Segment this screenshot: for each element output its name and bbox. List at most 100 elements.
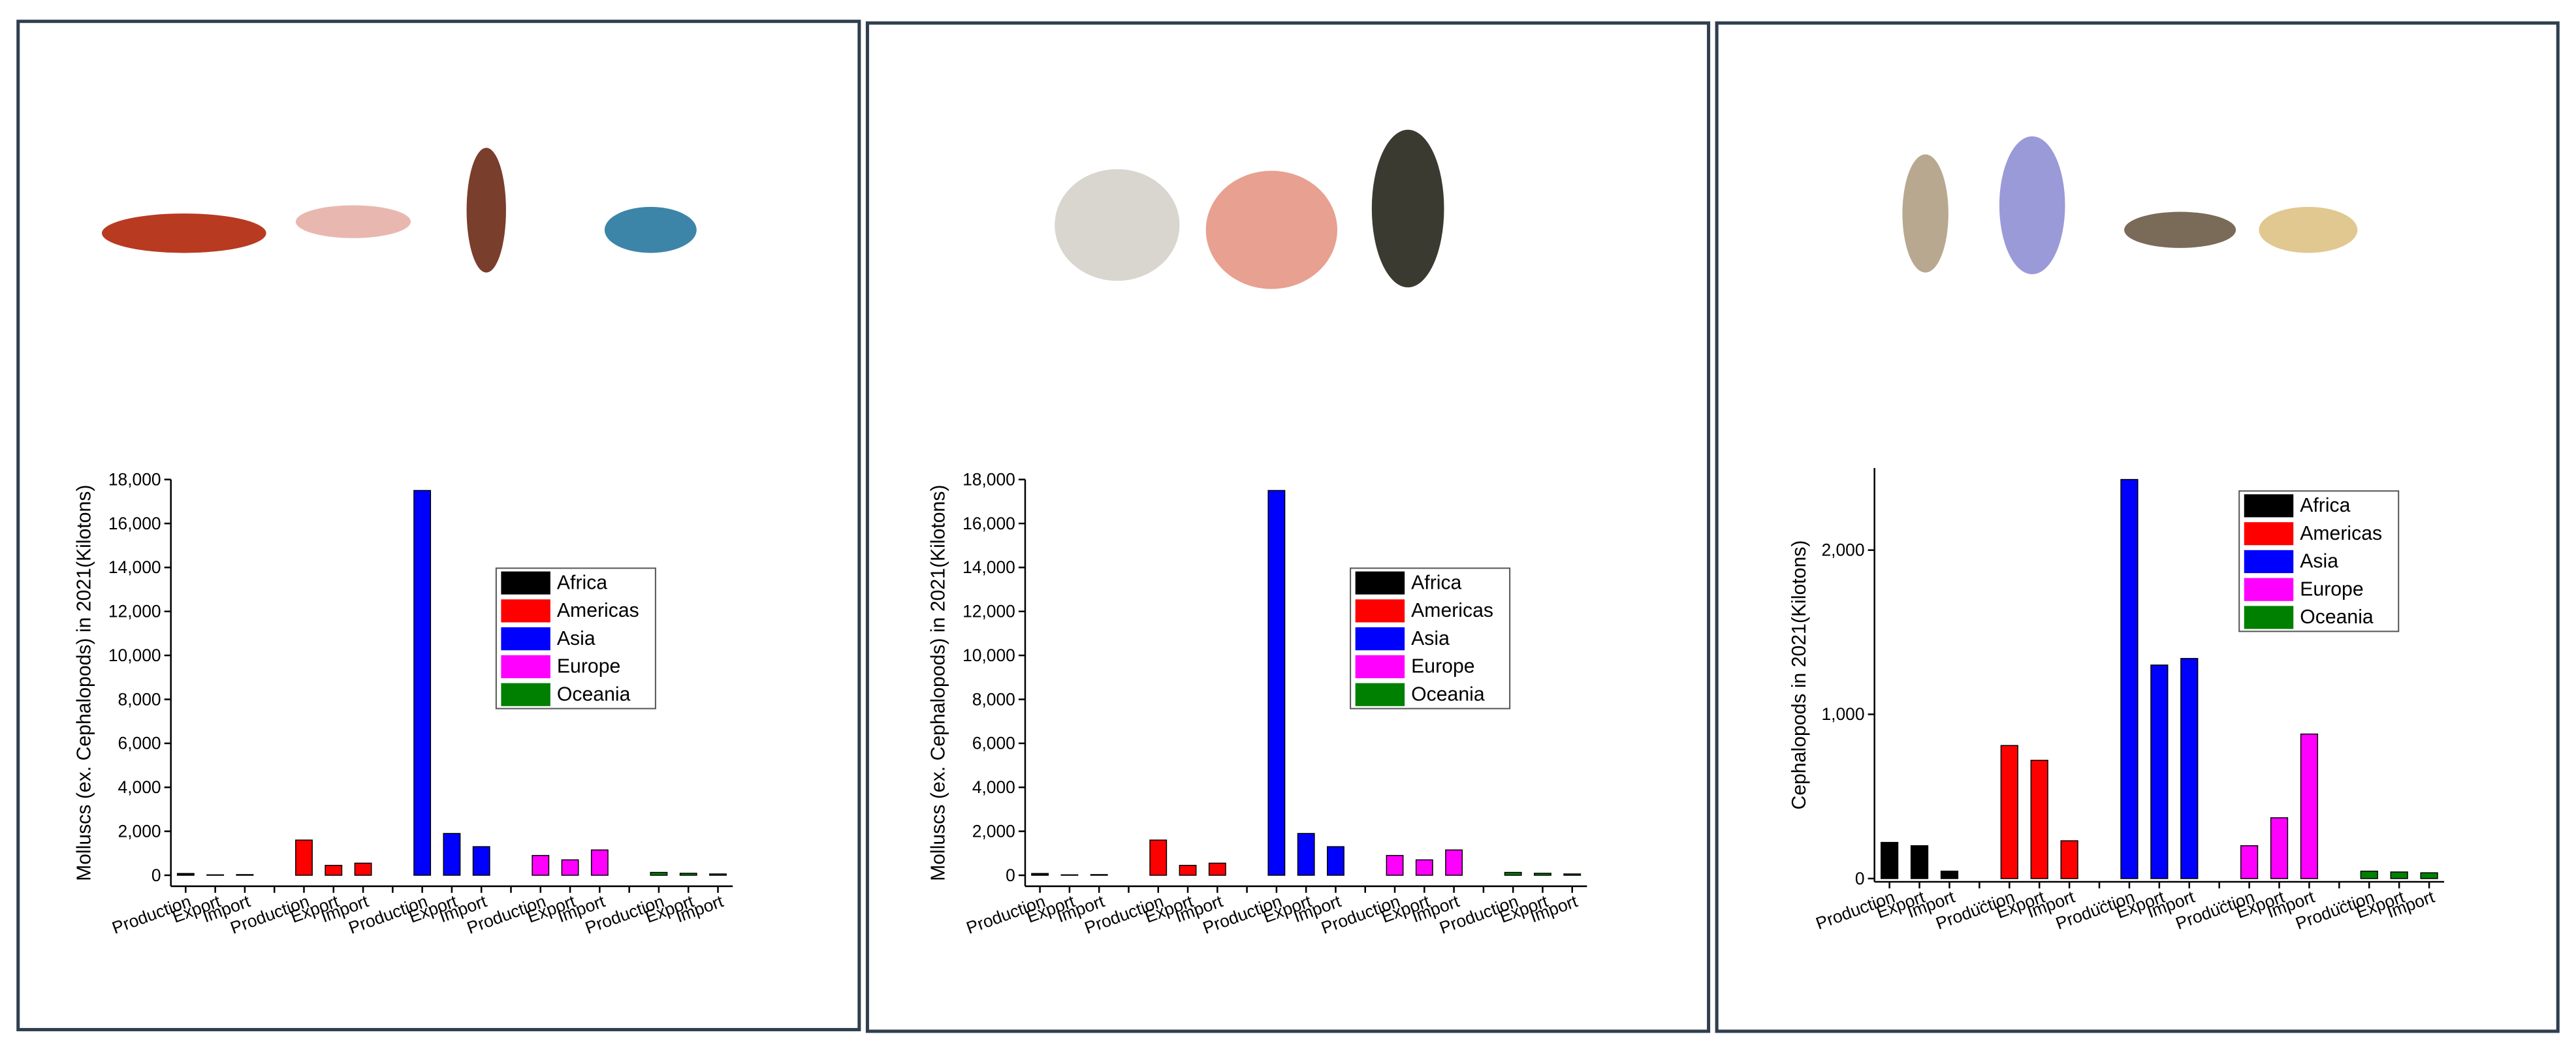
legend-label: Africa (2300, 495, 2350, 516)
bar (1415, 859, 1433, 876)
bar (472, 846, 490, 876)
legend-label: Americas (1411, 600, 1493, 621)
bar (709, 873, 727, 876)
bar (561, 859, 579, 876)
y-tick-label: 8,000 (118, 689, 161, 709)
bar (2150, 664, 2169, 879)
crab-icon (604, 207, 697, 253)
legend-swatch (501, 599, 550, 623)
bar (2180, 658, 2199, 879)
y-tick-label: 1,000 (1821, 704, 1864, 724)
y-axis-title: Cephalopods in 2021(Kilotons) (1789, 540, 1810, 810)
illustrations (102, 129, 2358, 289)
legend-label: Americas (2300, 523, 2382, 544)
legend-swatch (501, 655, 550, 679)
legend-swatch (1355, 571, 1405, 595)
squid-icon (1999, 136, 2065, 275)
legend-swatch (1355, 655, 1405, 679)
y-tick-label: 16,000 (962, 514, 1015, 533)
bar (1910, 845, 1929, 879)
legend-label: Oceania (1411, 683, 1485, 705)
chart: 0 2,000 4,000 6,000 8,000 10,000 12,000 14,000 1… (73, 469, 733, 938)
y-tick-label: 0 (1855, 869, 1865, 888)
bar (2000, 745, 2018, 879)
y-tick-label: 18,000 (108, 469, 161, 489)
cockle-icon (1205, 170, 1337, 289)
legend-swatch (501, 571, 550, 595)
bar (1149, 839, 1168, 876)
bar (1267, 490, 1286, 876)
y-tick-label: 16,000 (108, 514, 161, 533)
y-tick-label: 10,000 (108, 646, 161, 665)
bar (1297, 833, 1315, 876)
legend-label: Oceania (2300, 606, 2374, 628)
bar (1445, 849, 1463, 876)
bar (295, 839, 313, 876)
bar (1208, 862, 1226, 876)
y-tick-label: 10,000 (962, 646, 1015, 665)
y-tick-label: 4,000 (972, 777, 1015, 797)
bar (1940, 870, 1959, 879)
chart: 0 2,000 4,000 6,000 8,000 10,000 12,000 14,000 1… (928, 469, 1587, 938)
slug-icon (2259, 207, 2358, 253)
y-tick-label: 4,000 (118, 777, 161, 797)
lobster-icon (466, 148, 506, 273)
legend-swatch (501, 627, 550, 651)
bar (443, 833, 461, 876)
bar (2360, 870, 2378, 879)
panel-frame (1715, 21, 2560, 1033)
bar (532, 854, 550, 876)
y-tick-label: 2,000 (118, 821, 161, 841)
y-tick-label: 14,000 (962, 557, 1015, 577)
mussel-icon (1371, 129, 1444, 288)
crayfish-icon (102, 213, 266, 253)
legend-label: Asia (1411, 628, 1450, 649)
shrimp-icon (295, 205, 411, 238)
y-tick-label: 8,000 (972, 689, 1015, 709)
bar (2270, 817, 2289, 879)
bar (2120, 478, 2139, 879)
snail-icon (2124, 211, 2236, 248)
bar (679, 873, 697, 876)
legend-swatch (1355, 683, 1405, 706)
y-tick-label: 6,000 (118, 734, 161, 753)
bar (2060, 840, 2078, 879)
bar (1563, 873, 1582, 876)
bar (2240, 845, 2259, 879)
bar (354, 862, 372, 876)
bar (413, 490, 432, 876)
legend-swatch (2244, 578, 2294, 601)
legend-swatch (1355, 599, 1405, 623)
y-axis-title: Molluscs (ex. Cephalopods) in 2021(Kilot… (928, 485, 949, 881)
oyster-icon (1055, 169, 1180, 281)
y-tick-label: 14,000 (108, 557, 161, 577)
legend-label: Europe (557, 656, 620, 678)
y-tick-label: 2,000 (972, 821, 1015, 841)
panel-frame (16, 20, 861, 1031)
legend-label: Asia (557, 628, 596, 649)
bar (1031, 873, 1049, 876)
legend-label: Europe (1411, 656, 1474, 678)
legend-swatch (2244, 606, 2294, 629)
y-tick-label: 12,000 (962, 602, 1015, 621)
bar (1534, 873, 1551, 876)
legend-swatch (501, 683, 550, 706)
legend-label: Europe (2300, 578, 2363, 600)
legend-label: Africa (557, 572, 607, 593)
y-tick-label: 12,000 (108, 602, 161, 621)
chart: 0 1,000 2,000 Cephalopods in 2021(Kilotons)… (1789, 468, 2445, 933)
y-tick-label: 6,000 (972, 734, 1015, 753)
bar (2420, 872, 2438, 879)
y-tick-label: 18,000 (962, 469, 1015, 489)
bar (1179, 865, 1197, 876)
legend-swatch (2244, 494, 2294, 518)
bar (2300, 733, 2319, 879)
bar (2390, 871, 2408, 879)
bar (1504, 871, 1522, 876)
legend-swatch (2244, 522, 2294, 546)
bar (176, 873, 195, 876)
panel-frame (865, 21, 1711, 1033)
y-axis-title: Molluscs (ex. Cephalopods) in 2021(Kilot… (73, 485, 95, 881)
